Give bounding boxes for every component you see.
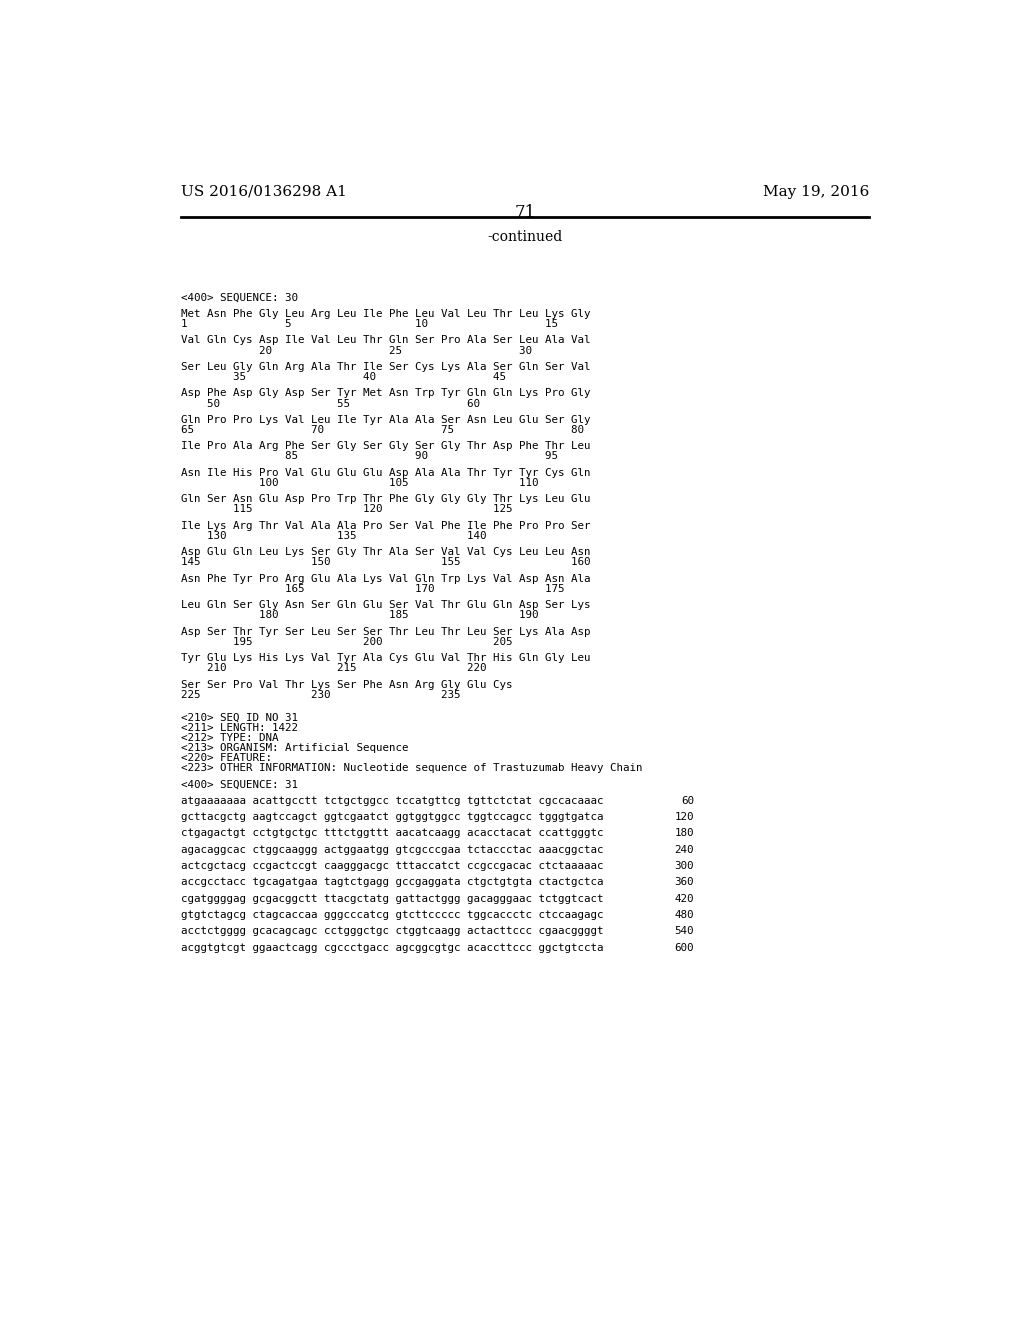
Text: Asp Ser Thr Tyr Ser Leu Ser Ser Thr Leu Thr Leu Ser Lys Ala Asp: Asp Ser Thr Tyr Ser Leu Ser Ser Thr Leu … — [180, 627, 590, 636]
Text: Asn Phe Tyr Pro Arg Glu Ala Lys Val Gln Trp Lys Val Asp Asn Ala: Asn Phe Tyr Pro Arg Glu Ala Lys Val Gln … — [180, 574, 590, 583]
Text: 210                 215                 220: 210 215 220 — [180, 664, 486, 673]
Text: atgaaaaaaa acattgcctt tctgctggcc tccatgttcg tgttctctat cgccacaaac: atgaaaaaaa acattgcctt tctgctggcc tccatgt… — [180, 796, 603, 805]
Text: 115                 120                 125: 115 120 125 — [180, 504, 512, 515]
Text: May 19, 2016: May 19, 2016 — [763, 185, 869, 199]
Text: <400> SEQUENCE: 31: <400> SEQUENCE: 31 — [180, 780, 298, 789]
Text: 130                 135                 140: 130 135 140 — [180, 531, 486, 541]
Text: 300: 300 — [674, 861, 693, 871]
Text: <211> LENGTH: 1422: <211> LENGTH: 1422 — [180, 722, 298, 733]
Text: 50                  55                  60: 50 55 60 — [180, 399, 479, 408]
Text: Asp Glu Gln Leu Lys Ser Gly Thr Ala Ser Val Val Cys Leu Leu Asn: Asp Glu Gln Leu Lys Ser Gly Thr Ala Ser … — [180, 548, 590, 557]
Text: 360: 360 — [674, 878, 693, 887]
Text: Val Gln Cys Asp Ile Val Leu Thr Gln Ser Pro Ala Ser Leu Ala Val: Val Gln Cys Asp Ile Val Leu Thr Gln Ser … — [180, 335, 590, 346]
Text: ctgagactgt cctgtgctgc tttctggttt aacatcaagg acacctacat ccattgggtc: ctgagactgt cctgtgctgc tttctggttt aacatca… — [180, 829, 603, 838]
Text: Ile Lys Arg Thr Val Ala Ala Pro Ser Val Phe Ile Phe Pro Pro Ser: Ile Lys Arg Thr Val Ala Ala Pro Ser Val … — [180, 521, 590, 531]
Text: 180                 185                 190: 180 185 190 — [180, 610, 539, 620]
Text: Gln Ser Asn Glu Asp Pro Trp Thr Phe Gly Gly Gly Thr Lys Leu Glu: Gln Ser Asn Glu Asp Pro Trp Thr Phe Gly … — [180, 494, 590, 504]
Text: Asp Phe Asp Gly Asp Ser Tyr Met Asn Trp Tyr Gln Gln Lys Pro Gly: Asp Phe Asp Gly Asp Ser Tyr Met Asn Trp … — [180, 388, 590, 399]
Text: <212> TYPE: DNA: <212> TYPE: DNA — [180, 733, 279, 743]
Text: 240: 240 — [674, 845, 693, 855]
Text: Ser Ser Pro Val Thr Lys Ser Phe Asn Arg Gly Glu Cys: Ser Ser Pro Val Thr Lys Ser Phe Asn Arg … — [180, 680, 512, 690]
Text: 225                 230                 235: 225 230 235 — [180, 690, 460, 700]
Text: Gln Pro Pro Lys Val Leu Ile Tyr Ala Ala Ser Asn Leu Glu Ser Gly: Gln Pro Pro Lys Val Leu Ile Tyr Ala Ala … — [180, 414, 590, 425]
Text: 600: 600 — [674, 942, 693, 953]
Text: 60: 60 — [681, 796, 693, 805]
Text: 20                  25                  30: 20 25 30 — [180, 346, 531, 355]
Text: Ile Pro Ala Arg Phe Ser Gly Ser Gly Ser Gly Thr Asp Phe Thr Leu: Ile Pro Ala Arg Phe Ser Gly Ser Gly Ser … — [180, 441, 590, 451]
Text: 180: 180 — [674, 829, 693, 838]
Text: <400> SEQUENCE: 30: <400> SEQUENCE: 30 — [180, 293, 298, 302]
Text: 100                 105                 110: 100 105 110 — [180, 478, 539, 488]
Text: 480: 480 — [674, 909, 693, 920]
Text: Met Asn Phe Gly Leu Arg Leu Ile Phe Leu Val Leu Thr Leu Lys Gly: Met Asn Phe Gly Leu Arg Leu Ile Phe Leu … — [180, 309, 590, 319]
Text: gcttacgctg aagtccagct ggtcgaatct ggtggtggcc tggtccagcc tgggtgatca: gcttacgctg aagtccagct ggtcgaatct ggtggtg… — [180, 812, 603, 822]
Text: gtgtctagcg ctagcaccaa gggcccatcg gtcttccccc tggcaccctc ctccaagagc: gtgtctagcg ctagcaccaa gggcccatcg gtcttcc… — [180, 909, 603, 920]
Text: 35                  40                  45: 35 40 45 — [180, 372, 506, 381]
Text: 120: 120 — [674, 812, 693, 822]
Text: 420: 420 — [674, 894, 693, 904]
Text: Tyr Glu Lys His Lys Val Tyr Ala Cys Glu Val Thr His Gln Gly Leu: Tyr Glu Lys His Lys Val Tyr Ala Cys Glu … — [180, 653, 590, 663]
Text: 85                  90                  95: 85 90 95 — [180, 451, 558, 462]
Text: 165                 170                 175: 165 170 175 — [180, 583, 564, 594]
Text: accgcctacc tgcagatgaa tagtctgagg gccgaggata ctgctgtgta ctactgctca: accgcctacc tgcagatgaa tagtctgagg gccgagg… — [180, 878, 603, 887]
Text: US 2016/0136298 A1: US 2016/0136298 A1 — [180, 185, 346, 199]
Text: 1               5                   10                  15: 1 5 10 15 — [180, 319, 558, 329]
Text: cgatggggag gcgacggctt ttacgctatg gattactggg gacagggaac tctggtcact: cgatggggag gcgacggctt ttacgctatg gattact… — [180, 894, 603, 904]
Text: 71: 71 — [514, 205, 536, 222]
Text: 145                 150                 155                 160: 145 150 155 160 — [180, 557, 590, 568]
Text: 540: 540 — [674, 927, 693, 936]
Text: <223> OTHER INFORMATION: Nucleotide sequence of Trastuzumab Heavy Chain: <223> OTHER INFORMATION: Nucleotide sequ… — [180, 763, 642, 774]
Text: agacaggcac ctggcaaggg actggaatgg gtcgcccgaa tctaccctac aaacggctac: agacaggcac ctggcaaggg actggaatgg gtcgccc… — [180, 845, 603, 855]
Text: <210> SEQ ID NO 31: <210> SEQ ID NO 31 — [180, 713, 298, 722]
Text: Leu Gln Ser Gly Asn Ser Gln Glu Ser Val Thr Glu Gln Asp Ser Lys: Leu Gln Ser Gly Asn Ser Gln Glu Ser Val … — [180, 601, 590, 610]
Text: acggtgtcgt ggaactcagg cgccctgacc agcggcgtgc acaccttccc ggctgtccta: acggtgtcgt ggaactcagg cgccctgacc agcggcg… — [180, 942, 603, 953]
Text: Ser Leu Gly Gln Arg Ala Thr Ile Ser Cys Lys Ala Ser Gln Ser Val: Ser Leu Gly Gln Arg Ala Thr Ile Ser Cys … — [180, 362, 590, 372]
Text: actcgctacg ccgactccgt caagggacgc tttaccatct ccgccgacac ctctaaaaac: actcgctacg ccgactccgt caagggacgc tttacca… — [180, 861, 603, 871]
Text: <220> FEATURE:: <220> FEATURE: — [180, 752, 271, 763]
Text: 65                  70                  75                  80: 65 70 75 80 — [180, 425, 584, 436]
Text: Asn Ile His Pro Val Glu Glu Glu Asp Ala Ala Thr Tyr Tyr Cys Gln: Asn Ile His Pro Val Glu Glu Glu Asp Ala … — [180, 467, 590, 478]
Text: 195                 200                 205: 195 200 205 — [180, 638, 512, 647]
Text: acctctgggg gcacagcagc cctgggctgc ctggtcaagg actacttccc cgaacggggt: acctctgggg gcacagcagc cctgggctgc ctggtca… — [180, 927, 603, 936]
Text: -continued: -continued — [487, 230, 562, 244]
Text: <213> ORGANISM: Artificial Sequence: <213> ORGANISM: Artificial Sequence — [180, 743, 409, 752]
